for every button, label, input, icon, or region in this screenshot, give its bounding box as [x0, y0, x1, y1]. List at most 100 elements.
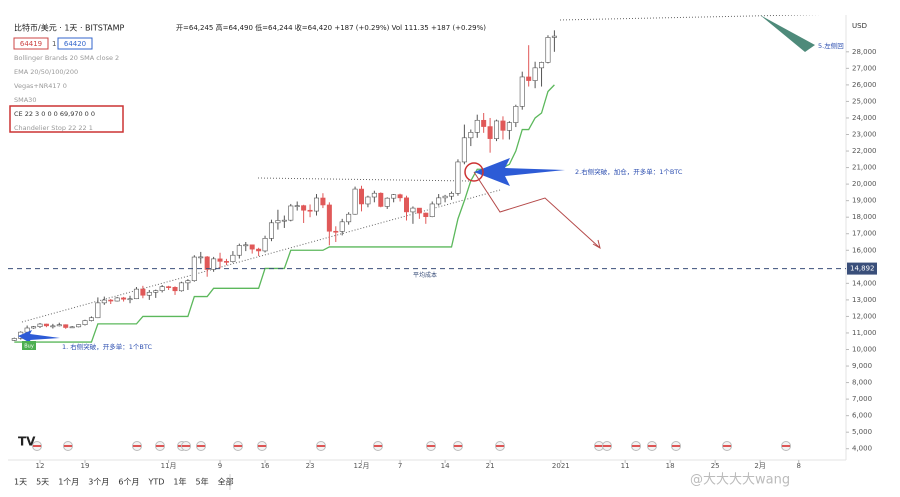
y-tick-label: 20,000 — [852, 180, 877, 188]
range-button[interactable]: 5年 — [196, 477, 209, 487]
y-tick-label: 22,000 — [852, 147, 877, 155]
event-icon-band — [427, 445, 435, 447]
marker-circle — [464, 162, 484, 182]
candle-body — [166, 286, 172, 288]
event-icon-band — [595, 445, 603, 447]
event-icon-band — [496, 445, 504, 447]
event-icon-band — [234, 445, 242, 447]
y-tick-label: 10,000 — [852, 346, 877, 354]
event-icon-band — [33, 445, 41, 447]
event-icon-band — [197, 445, 205, 447]
candle-body — [539, 62, 545, 69]
candle-body — [551, 35, 557, 38]
spread: 1 — [52, 40, 56, 48]
candle-body — [307, 209, 313, 212]
candle-body — [95, 302, 101, 319]
indicator: CE 22 3 0 0 0 69,970 0 0 — [14, 110, 95, 118]
x-tick-label: 2021 — [552, 462, 570, 470]
candle-body — [352, 188, 358, 215]
y-tick-label: 21,000 — [852, 164, 877, 172]
y-tick-label: 27,000 — [852, 64, 877, 72]
y-tick-label: 7,000 — [852, 395, 872, 403]
candle-body — [455, 161, 461, 194]
candle-body — [391, 194, 397, 199]
arrow — [760, 15, 815, 52]
x-tick-label: 16 — [261, 462, 270, 470]
candle-body — [288, 205, 294, 221]
candle-body — [506, 122, 512, 131]
y-tick-label: 12,000 — [852, 312, 877, 320]
candle-body — [429, 203, 435, 217]
arrow — [18, 330, 60, 344]
candle-body — [172, 287, 178, 292]
candle-body — [384, 197, 390, 207]
x-tick-label: 7 — [398, 462, 402, 470]
x-tick-label: 25 — [711, 462, 720, 470]
event-icon-band — [723, 445, 731, 447]
candle-body — [500, 120, 506, 131]
candle-body — [410, 207, 416, 213]
candle-body — [178, 282, 184, 292]
range-button[interactable]: YTD — [147, 478, 164, 487]
candle-body — [133, 288, 139, 300]
y-tick-label: 17,000 — [852, 230, 877, 238]
indicator: Vegas+NR417 0 — [14, 82, 67, 90]
y-tick-label: 8,000 — [852, 379, 872, 387]
candle-body — [397, 194, 403, 199]
range-button[interactable]: 1年 — [173, 477, 186, 487]
candle-body — [114, 297, 120, 302]
candle-body — [436, 197, 442, 205]
candle-body — [494, 120, 500, 139]
buy-tag — [22, 341, 36, 350]
range-button[interactable]: 3个月 — [88, 478, 109, 487]
candle-body — [127, 298, 133, 301]
candle-body — [526, 76, 532, 81]
event-icon-band — [133, 445, 141, 447]
price-badge — [847, 262, 877, 275]
range-button[interactable]: 全部 — [218, 477, 234, 487]
candle-body — [481, 119, 487, 127]
y-tick-label: 25,000 — [852, 97, 877, 105]
candle-body — [320, 197, 326, 206]
x-tick-label: 12 — [36, 462, 45, 470]
candle-body — [513, 106, 519, 123]
candle-body — [442, 195, 448, 199]
x-tick-label: 8 — [797, 462, 801, 470]
candle-body — [69, 326, 75, 329]
candle-body — [82, 320, 88, 325]
range-button[interactable]: 6个月 — [118, 478, 139, 487]
candle-body — [108, 299, 114, 302]
ask: 64420 — [64, 40, 86, 48]
event-icon-band — [632, 445, 640, 447]
range-button[interactable]: 1个月 — [58, 478, 79, 487]
watermark: @大大大大wang — [690, 473, 790, 488]
candle-body — [371, 192, 377, 198]
x-tick-label: 14 — [441, 462, 450, 470]
event-icon-band — [64, 445, 72, 447]
avg-cost-label: 平均成本 — [413, 271, 437, 279]
range-button[interactable]: 5天 — [36, 478, 49, 487]
y-tick-label: 9,000 — [852, 362, 872, 370]
candle-body — [140, 288, 146, 296]
candle-body — [339, 221, 345, 232]
y-tick-label: 6,000 — [852, 412, 872, 420]
x-tick-label: 9 — [218, 462, 222, 470]
candle-body — [76, 324, 82, 328]
chandelier-stop — [14, 84, 555, 343]
candle-body — [11, 338, 17, 341]
candle-body — [474, 119, 480, 133]
range-button[interactable]: 1天 — [14, 478, 27, 487]
x-tick-label: 21 — [486, 462, 495, 470]
indicator: Chandelier Stop 22 22 1 — [14, 124, 93, 132]
y-tick-label: 16,000 — [852, 246, 877, 254]
x-tick-label: 2月 — [754, 462, 765, 470]
candle-body — [31, 326, 37, 329]
candle-body — [358, 188, 364, 205]
y-tick-label: 5,000 — [852, 428, 872, 436]
event-icon-band — [454, 445, 462, 447]
indicator: EMA 20/50/100/200 — [14, 68, 78, 76]
annotation: 1. 右侧突破，开多单：1个BTC — [62, 342, 152, 351]
symbol: 比特币/美元 · 1天 · BITSTAMP — [14, 23, 124, 33]
candle-body — [268, 222, 274, 239]
